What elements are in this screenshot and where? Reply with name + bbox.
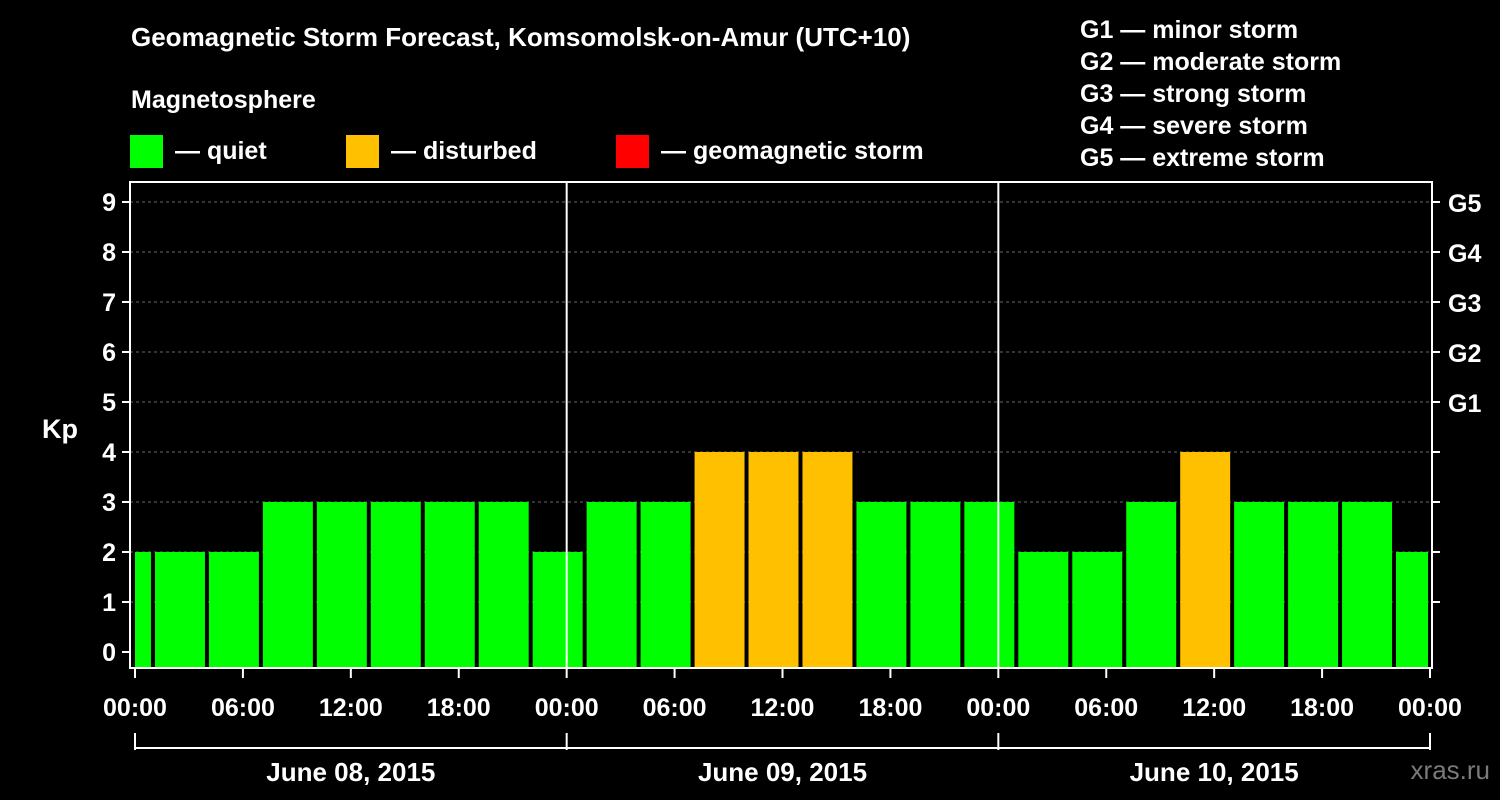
kp-bar-24: [1396, 552, 1428, 668]
ytick-label-4: 4: [102, 439, 116, 467]
day-label-1: June 09, 2015: [698, 757, 867, 787]
ytick-label-2: 2: [102, 539, 116, 567]
kp-bar-11: [694, 452, 745, 668]
kp-bar-17: [1018, 552, 1069, 668]
xtick-label-3: 18:00: [427, 694, 491, 722]
legend-item-quiet: — quiet: [130, 134, 267, 168]
magnetosphere-label: Magnetosphere: [131, 86, 316, 114]
ytick-label-0: 0: [102, 639, 116, 667]
xtick-label-10: 12:00: [1182, 694, 1246, 722]
kp-bar-16: [964, 502, 1015, 668]
kp-bar-10: [640, 502, 691, 668]
legend-swatch-storm: [616, 134, 649, 168]
xtick-label-0: 00:00: [103, 694, 167, 722]
xtick-label-2: 12:00: [319, 694, 383, 722]
xtick-label-9: 06:00: [1074, 694, 1138, 722]
xtick-label-12: 00:00: [1398, 694, 1462, 722]
ytick-label-6: 6: [102, 339, 116, 367]
legend-item-disturbed: — disturbed: [346, 134, 537, 168]
right-axis-label-g1: G1: [1448, 390, 1481, 418]
storm-scale-g3: G3 — strong storm: [1080, 80, 1307, 108]
legend-label-quiet: — quiet: [175, 136, 267, 165]
kp-bar-14: [856, 502, 907, 668]
storm-scale-list: G1 — minor storm G2 — moderate storm G3 …: [1080, 14, 1341, 174]
kp-bar-1: [154, 552, 205, 668]
legend-swatch-disturbed: [346, 134, 379, 168]
legend-label-storm: — geomagnetic storm: [661, 136, 924, 165]
day-label-2: June 10, 2015: [1130, 757, 1299, 787]
right-axis-label-g2: G2: [1448, 340, 1481, 368]
kp-bar-2: [208, 552, 259, 668]
storm-scale-g2: G2 — moderate storm: [1080, 48, 1342, 76]
chart-title: Geomagnetic Storm Forecast, Komsomolsk-o…: [131, 22, 911, 52]
right-axis-label-g3: G3: [1448, 290, 1481, 318]
storm-scale-g4: G4 — severe storm: [1080, 112, 1308, 140]
ytick-label-8: 8: [102, 239, 116, 267]
y-axis-title: Kp: [42, 414, 78, 444]
xtick-label-4: 00:00: [535, 694, 599, 722]
legend-label-disturbed: — disturbed: [391, 136, 537, 165]
xtick-label-7: 18:00: [858, 694, 922, 722]
storm-scale-g1: G1 — minor storm: [1080, 16, 1299, 44]
ytick-label-7: 7: [102, 289, 116, 317]
storm-scale-g5: G5 — extreme storm: [1080, 144, 1325, 172]
kp-bar-22: [1288, 502, 1339, 668]
ytick-label-5: 5: [102, 389, 116, 417]
xtick-label-11: 18:00: [1290, 694, 1354, 722]
xtick-label-6: 12:00: [751, 694, 815, 722]
kp-bar-5: [370, 502, 421, 668]
ytick-label-3: 3: [102, 489, 116, 517]
kp-bar-7: [478, 502, 529, 668]
right-axis-label-g4: G4: [1448, 240, 1481, 268]
kp-bar-13: [802, 452, 853, 668]
ytick-label-9: 9: [102, 189, 116, 217]
ytick-label-1: 1: [102, 589, 116, 617]
day-label-0: June 08, 2015: [266, 757, 435, 787]
kp-bar-23: [1342, 502, 1393, 668]
legend-item-storm: — geomagnetic storm: [616, 134, 924, 168]
kp-bar-3: [262, 502, 313, 668]
right-axis-label-g5: G5: [1448, 190, 1481, 218]
kp-bar-9: [586, 502, 637, 668]
plot-frame: [129, 181, 1433, 669]
kp-bar-20: [1180, 452, 1231, 668]
kp-bar-6: [424, 502, 475, 668]
kp-bar-12: [748, 452, 799, 668]
xtick-label-8: 00:00: [966, 694, 1030, 722]
xtick-label-1: 06:00: [211, 694, 275, 722]
watermark: xras.ru: [1410, 755, 1490, 785]
kp-bar-8: [532, 552, 583, 668]
kp-bar-18: [1072, 552, 1123, 668]
xtick-label-5: 06:00: [643, 694, 707, 722]
kp-bar-0: [135, 552, 151, 668]
kp-bar-4: [316, 502, 367, 668]
kp-bar-15: [910, 502, 961, 668]
legend-swatch-quiet: [130, 134, 163, 168]
kp-bar-19: [1126, 502, 1177, 668]
kp-bar-21: [1234, 502, 1285, 668]
